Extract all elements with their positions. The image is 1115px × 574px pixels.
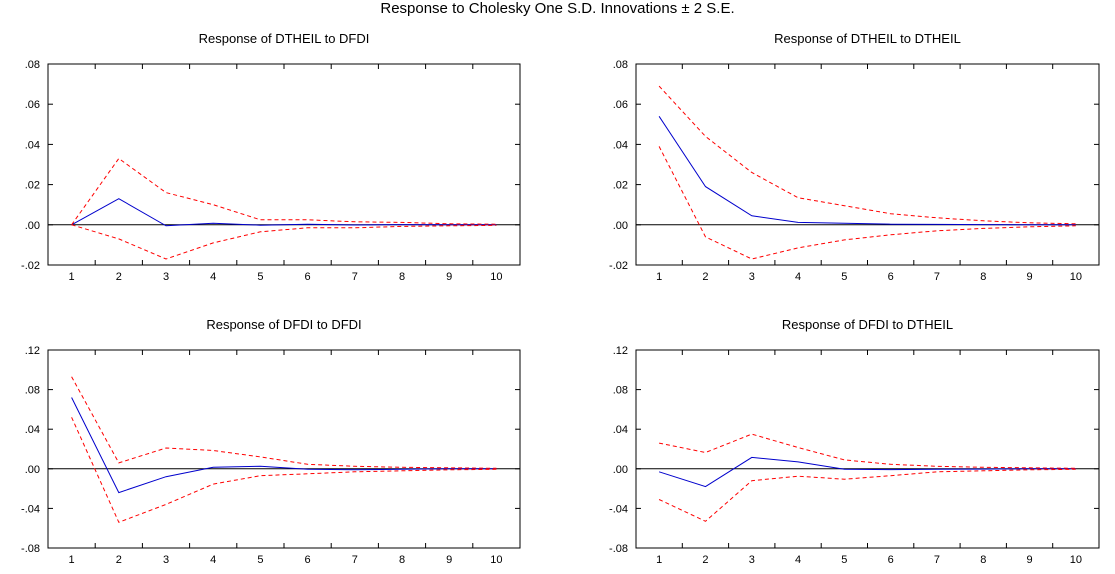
x-tick-label: 2 (116, 271, 122, 283)
panel-2: Response of DTHEIL to DTHEIL -.02 .00 .02 .0… (609, 31, 1100, 283)
x-tick-label: 10 (1070, 554, 1082, 566)
upper-band-line (71, 157, 497, 226)
panel-1: Response of DTHEIL to DFDI -.02 .00 .02 .04.… (21, 31, 521, 283)
x-tick-label: 1 (656, 271, 662, 283)
panel-4: Response of DFDI to DTHEIL -.08 -.04 .00 .04… (609, 317, 1100, 566)
y-tick-label: .04 (25, 139, 40, 151)
x-tick-label: 7 (352, 271, 358, 283)
x-tick-label: 4 (210, 554, 216, 566)
y-tick-label: .00 (613, 464, 628, 476)
y-tick-label: .08 (25, 59, 40, 71)
x-tick-label: 6 (888, 554, 894, 566)
y-tick-label: -.08 (609, 543, 628, 555)
figure-title: Response to Cholesky One S.D. Innovation… (380, 0, 735, 17)
x-tick-label: 1 (69, 271, 75, 283)
x-tick-label: 10 (1070, 271, 1082, 283)
y-tick-label: .00 (25, 220, 40, 232)
panel-title: Response of DTHEIL to DFDI (199, 31, 370, 46)
y-tick-label: .00 (613, 220, 628, 232)
response-line (658, 456, 1076, 488)
x-tick-label: 5 (257, 554, 263, 566)
plot-frame (47, 63, 521, 266)
x-tick-label: 3 (749, 554, 755, 566)
y-tick-label: -.04 (609, 503, 628, 515)
y-tick-label: .08 (613, 59, 628, 71)
x-tick-label: 10 (490, 271, 502, 283)
x-tick-label: 4 (210, 271, 216, 283)
y-tick-label: -.04 (21, 503, 40, 515)
y-tick-label: .04 (613, 139, 628, 151)
x-tick-label: 6 (888, 271, 894, 283)
x-tick-label: 3 (163, 554, 169, 566)
y-tick-label: .02 (613, 180, 628, 192)
y-tick-label: -.08 (21, 543, 40, 555)
x-tick-label: 3 (163, 271, 169, 283)
x-tick-label: 9 (1026, 554, 1032, 566)
x-tick-label: 8 (980, 271, 986, 283)
lower-band-line (658, 468, 1076, 522)
lower-band-line (71, 417, 497, 523)
lower-band-line (658, 146, 1076, 260)
x-tick-label: 5 (257, 271, 263, 283)
x-tick-label: 5 (841, 554, 847, 566)
y-tick-label: .06 (25, 99, 40, 111)
plot-frame (635, 63, 1100, 266)
panel-title: Response of DFDI to DTHEIL (782, 317, 953, 332)
upper-band-line (659, 433, 1076, 469)
upper-band-line (658, 85, 1076, 225)
y-tick-label: .04 (613, 424, 628, 436)
x-tick-label: 8 (980, 554, 986, 566)
response-line (71, 198, 497, 227)
x-tick-label: 7 (352, 554, 358, 566)
plot-frame (635, 349, 1100, 549)
y-tick-label: -.02 (21, 260, 40, 272)
x-tick-label: 4 (795, 271, 801, 283)
x-tick-label: 4 (795, 554, 801, 566)
x-tick-label: 8 (399, 271, 405, 283)
x-tick-label: 1 (69, 554, 75, 566)
upper-band-line (71, 376, 497, 469)
x-tick-label: 10 (490, 554, 502, 566)
x-tick-label: 9 (446, 554, 452, 566)
response-line (658, 116, 1076, 226)
x-tick-label: 9 (1026, 271, 1032, 283)
y-tick-label: .12 (25, 345, 40, 357)
lower-band-line (71, 224, 497, 260)
panel-title: Response of DFDI to DFDI (206, 317, 361, 332)
x-tick-label: 5 (841, 271, 847, 283)
y-tick-label: .02 (25, 180, 40, 192)
x-tick-label: 3 (749, 271, 755, 283)
y-tick-label: .04 (25, 424, 40, 436)
panel-3: Response of DFDI to DFDI -.08 -.04 .00 .04 .0… (21, 317, 521, 566)
x-tick-label: 2 (702, 554, 708, 566)
y-tick-label: .08 (25, 385, 40, 397)
x-tick-label: 7 (934, 554, 940, 566)
x-tick-label: 9 (446, 271, 452, 283)
x-tick-label: 6 (305, 554, 311, 566)
y-tick-label: -.02 (609, 260, 628, 272)
x-tick-label: 6 (305, 271, 311, 283)
x-tick-label: 1 (656, 554, 662, 566)
response-line (71, 397, 497, 494)
y-tick-label: .12 (613, 345, 628, 357)
y-tick-label: .00 (25, 464, 40, 476)
x-tick-label: 8 (399, 554, 405, 566)
x-tick-label: 2 (702, 271, 708, 283)
y-tick-label: .08 (613, 385, 628, 397)
x-tick-label: 2 (116, 554, 122, 566)
x-tick-label: 7 (934, 271, 940, 283)
panel-title: Response of DTHEIL to DTHEIL (774, 31, 961, 46)
y-tick-label: .06 (613, 99, 628, 111)
plot-frame (47, 349, 521, 549)
